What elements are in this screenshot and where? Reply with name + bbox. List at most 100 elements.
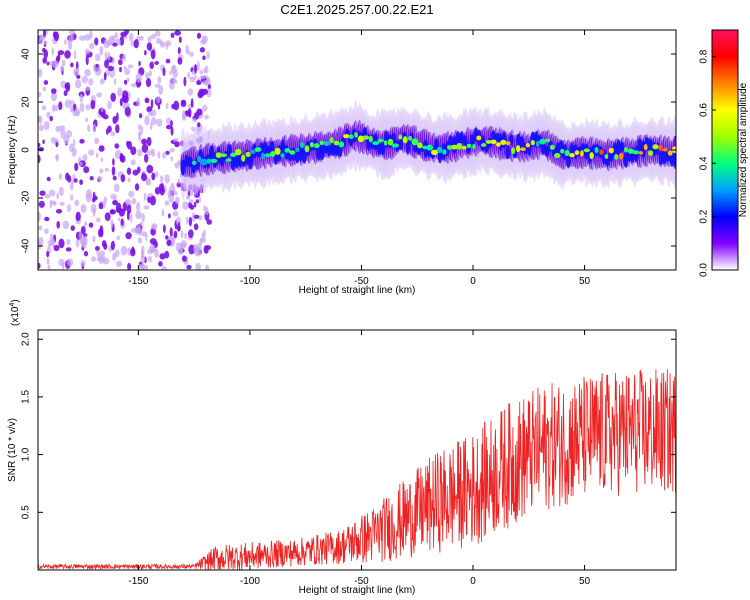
noise-speckle <box>99 225 104 236</box>
noise-speckle <box>164 250 170 259</box>
signal-peak <box>652 144 659 150</box>
signal-peak <box>466 143 472 148</box>
noise-speckle <box>54 31 59 42</box>
snr-x-axis-label: Height of straight line (km) <box>299 585 416 596</box>
noise-speckle <box>51 88 57 94</box>
snr-y-tick-label: 0.5 <box>21 505 32 519</box>
noise-speckle <box>85 86 91 91</box>
noise-speckle <box>115 202 122 213</box>
signal-peak <box>408 135 413 141</box>
noise-speckle <box>124 102 130 108</box>
colorbar-frame <box>711 29 739 271</box>
noise-speckle <box>196 108 203 116</box>
signal-peak <box>643 144 648 151</box>
noise-speckle <box>161 208 165 217</box>
noise-speckle <box>74 162 79 172</box>
noise-speckle <box>108 35 115 46</box>
snr-x-tick-label: 50 <box>579 576 591 587</box>
signal-peak <box>614 153 619 160</box>
noise-speckle <box>158 261 163 267</box>
noise-speckle <box>154 171 159 178</box>
noise-speckle <box>180 101 187 107</box>
noise-speckle <box>163 224 166 234</box>
noise-speckle <box>81 75 89 84</box>
noise-speckle <box>148 255 152 263</box>
snr-y-multiplier: (x104) <box>9 299 21 326</box>
signal-mid <box>462 135 468 147</box>
noise-speckle <box>197 122 201 128</box>
noise-speckle <box>42 139 45 144</box>
signal-peak <box>215 152 222 159</box>
colorbar: 0.0 0.2 0.4 0.6 0.8 Normalized spectral ampl… <box>699 29 749 277</box>
signal-mid <box>248 152 254 170</box>
noise-speckle <box>146 42 153 51</box>
noise-speckle <box>187 49 190 55</box>
noise-speckle <box>183 76 187 87</box>
noise-speckle <box>126 204 132 215</box>
noise-speckle <box>66 204 71 212</box>
signal-peak <box>323 141 331 146</box>
noise-speckle <box>196 80 202 86</box>
noise-speckle <box>202 80 209 86</box>
signal-mid <box>619 141 625 153</box>
noise-speckle <box>170 32 175 38</box>
noise-speckle <box>85 117 89 123</box>
noise-speckle <box>138 113 143 119</box>
noise-speckle <box>172 79 178 84</box>
noise-speckle <box>119 36 125 46</box>
noise-speckle <box>112 200 118 206</box>
noise-speckle <box>156 118 163 127</box>
signal-peak <box>658 145 663 151</box>
noise-speckle <box>186 264 192 270</box>
noise-speckle <box>61 59 66 67</box>
noise-speckle <box>206 51 210 60</box>
noise-speckle <box>114 32 119 39</box>
noise-speckle <box>174 30 182 36</box>
noise-speckle <box>149 61 154 69</box>
noise-speckle <box>69 143 75 153</box>
noise-speckle <box>38 142 41 148</box>
noise-speckle <box>44 228 49 235</box>
noise-speckle <box>38 200 45 208</box>
noise-speckle <box>175 242 182 252</box>
snr-y-tick-label: 1.5 <box>21 390 32 404</box>
signal-peak <box>554 152 561 159</box>
noise-speckle <box>165 150 170 155</box>
noise-speckle <box>144 97 150 104</box>
noise-speckle <box>156 37 161 45</box>
noise-speckle <box>112 175 117 181</box>
spectrogram-y-tick-label: -40 <box>21 238 32 253</box>
noise-speckle <box>195 199 199 204</box>
noise-speckle <box>162 67 166 77</box>
signal-peak <box>220 153 228 157</box>
noise-speckle <box>159 253 166 260</box>
noise-speckle <box>84 69 91 77</box>
signal-mid <box>566 154 571 168</box>
signal-peak <box>627 148 635 154</box>
noise-speckle <box>97 175 103 182</box>
noise-speckle <box>177 178 181 185</box>
noise-speckle <box>201 88 209 95</box>
signal-peak <box>442 149 447 155</box>
noise-speckle <box>84 34 91 41</box>
noise-speckle <box>137 166 141 174</box>
noise-speckle <box>104 167 109 172</box>
signal-peak <box>362 135 370 140</box>
noise-speckle <box>66 258 74 267</box>
noise-speckle <box>73 67 80 77</box>
noise-speckle <box>196 32 202 39</box>
signal-mid <box>298 144 304 162</box>
noise-speckle <box>149 195 156 206</box>
noise-speckle <box>119 152 124 162</box>
noise-speckle <box>150 99 154 109</box>
noise-speckle <box>42 47 46 53</box>
colorbar-ticks: 0.0 0.2 0.4 0.6 0.8 <box>699 49 716 277</box>
noise-speckle <box>195 262 201 270</box>
noise-speckle <box>149 244 156 253</box>
noise-speckle <box>83 250 89 257</box>
signal-peak <box>447 145 452 150</box>
noise-speckle <box>80 260 86 267</box>
signal-peak <box>254 147 262 152</box>
noise-speckle <box>120 31 127 37</box>
